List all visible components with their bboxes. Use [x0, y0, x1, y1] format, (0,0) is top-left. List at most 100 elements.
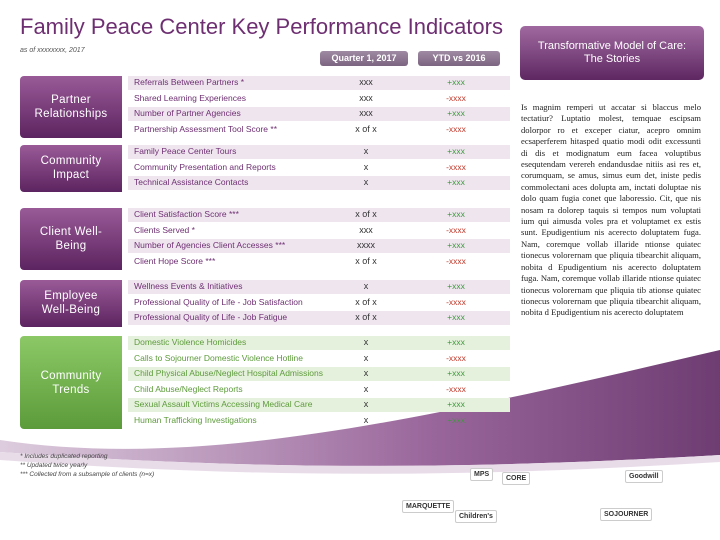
- kpi-ytd: -xxxx: [446, 123, 466, 134]
- partner-logo: MARQUETTE: [402, 500, 455, 513]
- kpi-ytd: -xxxx: [446, 161, 466, 172]
- kpi-ytd: +xxx: [447, 337, 465, 347]
- kpi-value: x of x: [355, 255, 377, 266]
- partner-logo: Goodwill: [625, 470, 663, 483]
- kpi-name: Child Physical Abuse/Neglect Hospital Ad…: [134, 368, 323, 378]
- section-label: Client Well-Being: [20, 208, 122, 270]
- kpi-ytd: -xxxx: [446, 255, 466, 266]
- subtitle: as of xxxxxxxx, 2017: [20, 47, 85, 54]
- kpi-value: x: [363, 281, 369, 291]
- kpi-row: Client Satisfaction Score *** x of x +xxx: [128, 208, 510, 222]
- kpi-ytd: +xxx: [447, 281, 465, 291]
- partner-logo: SOJOURNER: [600, 508, 653, 521]
- kpi-name: Referrals Between Partners *: [134, 77, 245, 87]
- kpi-name: Client Satisfaction Score ***: [134, 209, 239, 219]
- footnote: *** Collected from a subsample of client…: [20, 471, 155, 478]
- kpi-value: x: [363, 177, 369, 187]
- kpi-value: x: [363, 146, 369, 156]
- kpi-value: xxx: [359, 224, 373, 235]
- kpi-ytd: -xxxx: [446, 92, 466, 103]
- kpi-ytd: -xxxx: [446, 383, 466, 394]
- kpi-row: Technical Assistance Contacts x +xxx: [128, 176, 510, 190]
- kpi-name: Number of Partner Agencies: [134, 108, 241, 118]
- section-label: Employee Well-Being: [20, 280, 122, 327]
- kpi-value: x of x: [355, 123, 377, 134]
- kpi-row: Clients Served * xxx -xxxx: [128, 224, 510, 238]
- kpi-value: xxx: [359, 77, 373, 87]
- kpi-row: Client Hope Score *** x of x -xxxx: [128, 255, 510, 269]
- kpi-value: x of x: [355, 209, 377, 219]
- kpi-ytd: +xxx: [447, 240, 465, 250]
- kpi-row: Child Abuse/Neglect Reports x -xxxx: [128, 383, 510, 397]
- kpi-ytd: +xxx: [447, 312, 465, 322]
- kpi-row: Sexual Assault Victims Accessing Medical…: [128, 398, 510, 412]
- kpi-row: Professional Quality of Life - Job Satis…: [128, 296, 510, 310]
- title: Family Peace Center Key Performance Indi…: [20, 14, 503, 39]
- partner-logo: MPS: [470, 468, 494, 481]
- kpi-row: Number of Partner Agencies xxx +xxx: [128, 107, 510, 121]
- kpi-value: x: [363, 161, 369, 172]
- kpi-row: Number of Agencies Client Accesses *** xx…: [128, 239, 510, 253]
- footnote: * Includes duplicated reporting: [20, 453, 108, 460]
- kpi-value: xxx: [359, 108, 373, 118]
- kpi-value: x: [363, 383, 369, 394]
- kpi-ytd: +xxx: [447, 414, 465, 425]
- kpi-ytd: +xxx: [447, 108, 465, 118]
- kpi-name: Clients Served *: [134, 224, 195, 235]
- story-title: Transformative Model of Care: The Storie…: [520, 26, 704, 80]
- kpi-ytd: +xxx: [447, 399, 465, 409]
- kpi-value: x: [363, 337, 369, 347]
- kpi-value: x: [363, 399, 369, 409]
- kpi-value: xxx: [359, 92, 373, 103]
- kpi-row: Domestic Violence Homicides x +xxx: [128, 336, 510, 350]
- kpi-name: Human Trafficking Investigations: [134, 414, 257, 425]
- kpi-ytd: -xxxx: [446, 224, 466, 235]
- kpi-name: Number of Agencies Client Accesses ***: [134, 240, 286, 250]
- kpi-value: x: [363, 368, 369, 378]
- kpi-row: Community Presentation and Reports x -xxxx: [128, 161, 510, 175]
- kpi-row: Human Trafficking Investigations x +xxx: [128, 414, 510, 428]
- kpi-value: xxxx: [357, 240, 375, 250]
- kpi-ytd: -xxxx: [446, 296, 466, 307]
- kpi-name: Technical Assistance Contacts: [134, 177, 249, 187]
- kpi-value: x of x: [355, 296, 377, 307]
- kpi-ytd: +xxx: [447, 77, 465, 87]
- kpi-row: Professional Quality of Life - Job Fatig…: [128, 311, 510, 325]
- section-label: Community Trends: [20, 336, 122, 429]
- kpi-name: Family Peace Center Tours: [134, 146, 237, 156]
- kpi-row: Shared Learning Experiences xxx -xxxx: [128, 92, 510, 106]
- kpi-value: x of x: [355, 312, 377, 322]
- footnote: ** Updated twice yearly: [20, 462, 88, 469]
- kpi-row: Wellness Events & Initiatives x +xxx: [128, 280, 510, 294]
- kpi-ytd: +xxx: [447, 146, 465, 156]
- kpi-ytd: -xxxx: [446, 352, 466, 363]
- kpi-name: Sexual Assault Victims Accessing Medical…: [134, 399, 313, 409]
- kpi-name: Professional Quality of Life - Job Fatig…: [134, 312, 288, 322]
- kpi-name: Domestic Violence Homicides: [134, 337, 247, 347]
- story-body: Is magnim remperi ut accatar si blaccus …: [521, 102, 701, 318]
- kpi-name: Shared Learning Experiences: [134, 92, 246, 103]
- kpi-name: Calls to Sojourner Domestic Violence Hot…: [134, 352, 303, 363]
- column-header: YTD vs 2016: [418, 51, 500, 66]
- section-label: Partner Relationships: [20, 76, 122, 138]
- kpi-row: Family Peace Center Tours x +xxx: [128, 145, 510, 159]
- kpi-name: Professional Quality of Life - Job Satis…: [134, 296, 303, 307]
- kpi-name: Client Hope Score ***: [134, 255, 216, 266]
- kpi-row: Partnership Assessment Tool Score ** x of…: [128, 123, 510, 137]
- kpi-value: x: [363, 414, 369, 425]
- kpi-row: Child Physical Abuse/Neglect Hospital Ad…: [128, 367, 510, 381]
- partner-logo: Children's: [455, 510, 497, 523]
- footnotes: * Includes duplicated reporting ** Update…: [20, 452, 154, 479]
- kpi-name: Child Abuse/Neglect Reports: [134, 383, 243, 394]
- kpi-row: Referrals Between Partners * xxx +xxx: [128, 76, 510, 90]
- kpi-ytd: +xxx: [447, 177, 465, 187]
- kpi-name: Wellness Events & Initiatives: [134, 281, 243, 291]
- kpi-value: x: [363, 352, 369, 363]
- partner-logo: CORE: [502, 472, 531, 485]
- section-label: Community Impact: [20, 145, 122, 192]
- kpi-ytd: +xxx: [447, 368, 465, 378]
- kpi-name: Partnership Assessment Tool Score **: [134, 123, 277, 134]
- kpi-name: Community Presentation and Reports: [134, 161, 276, 172]
